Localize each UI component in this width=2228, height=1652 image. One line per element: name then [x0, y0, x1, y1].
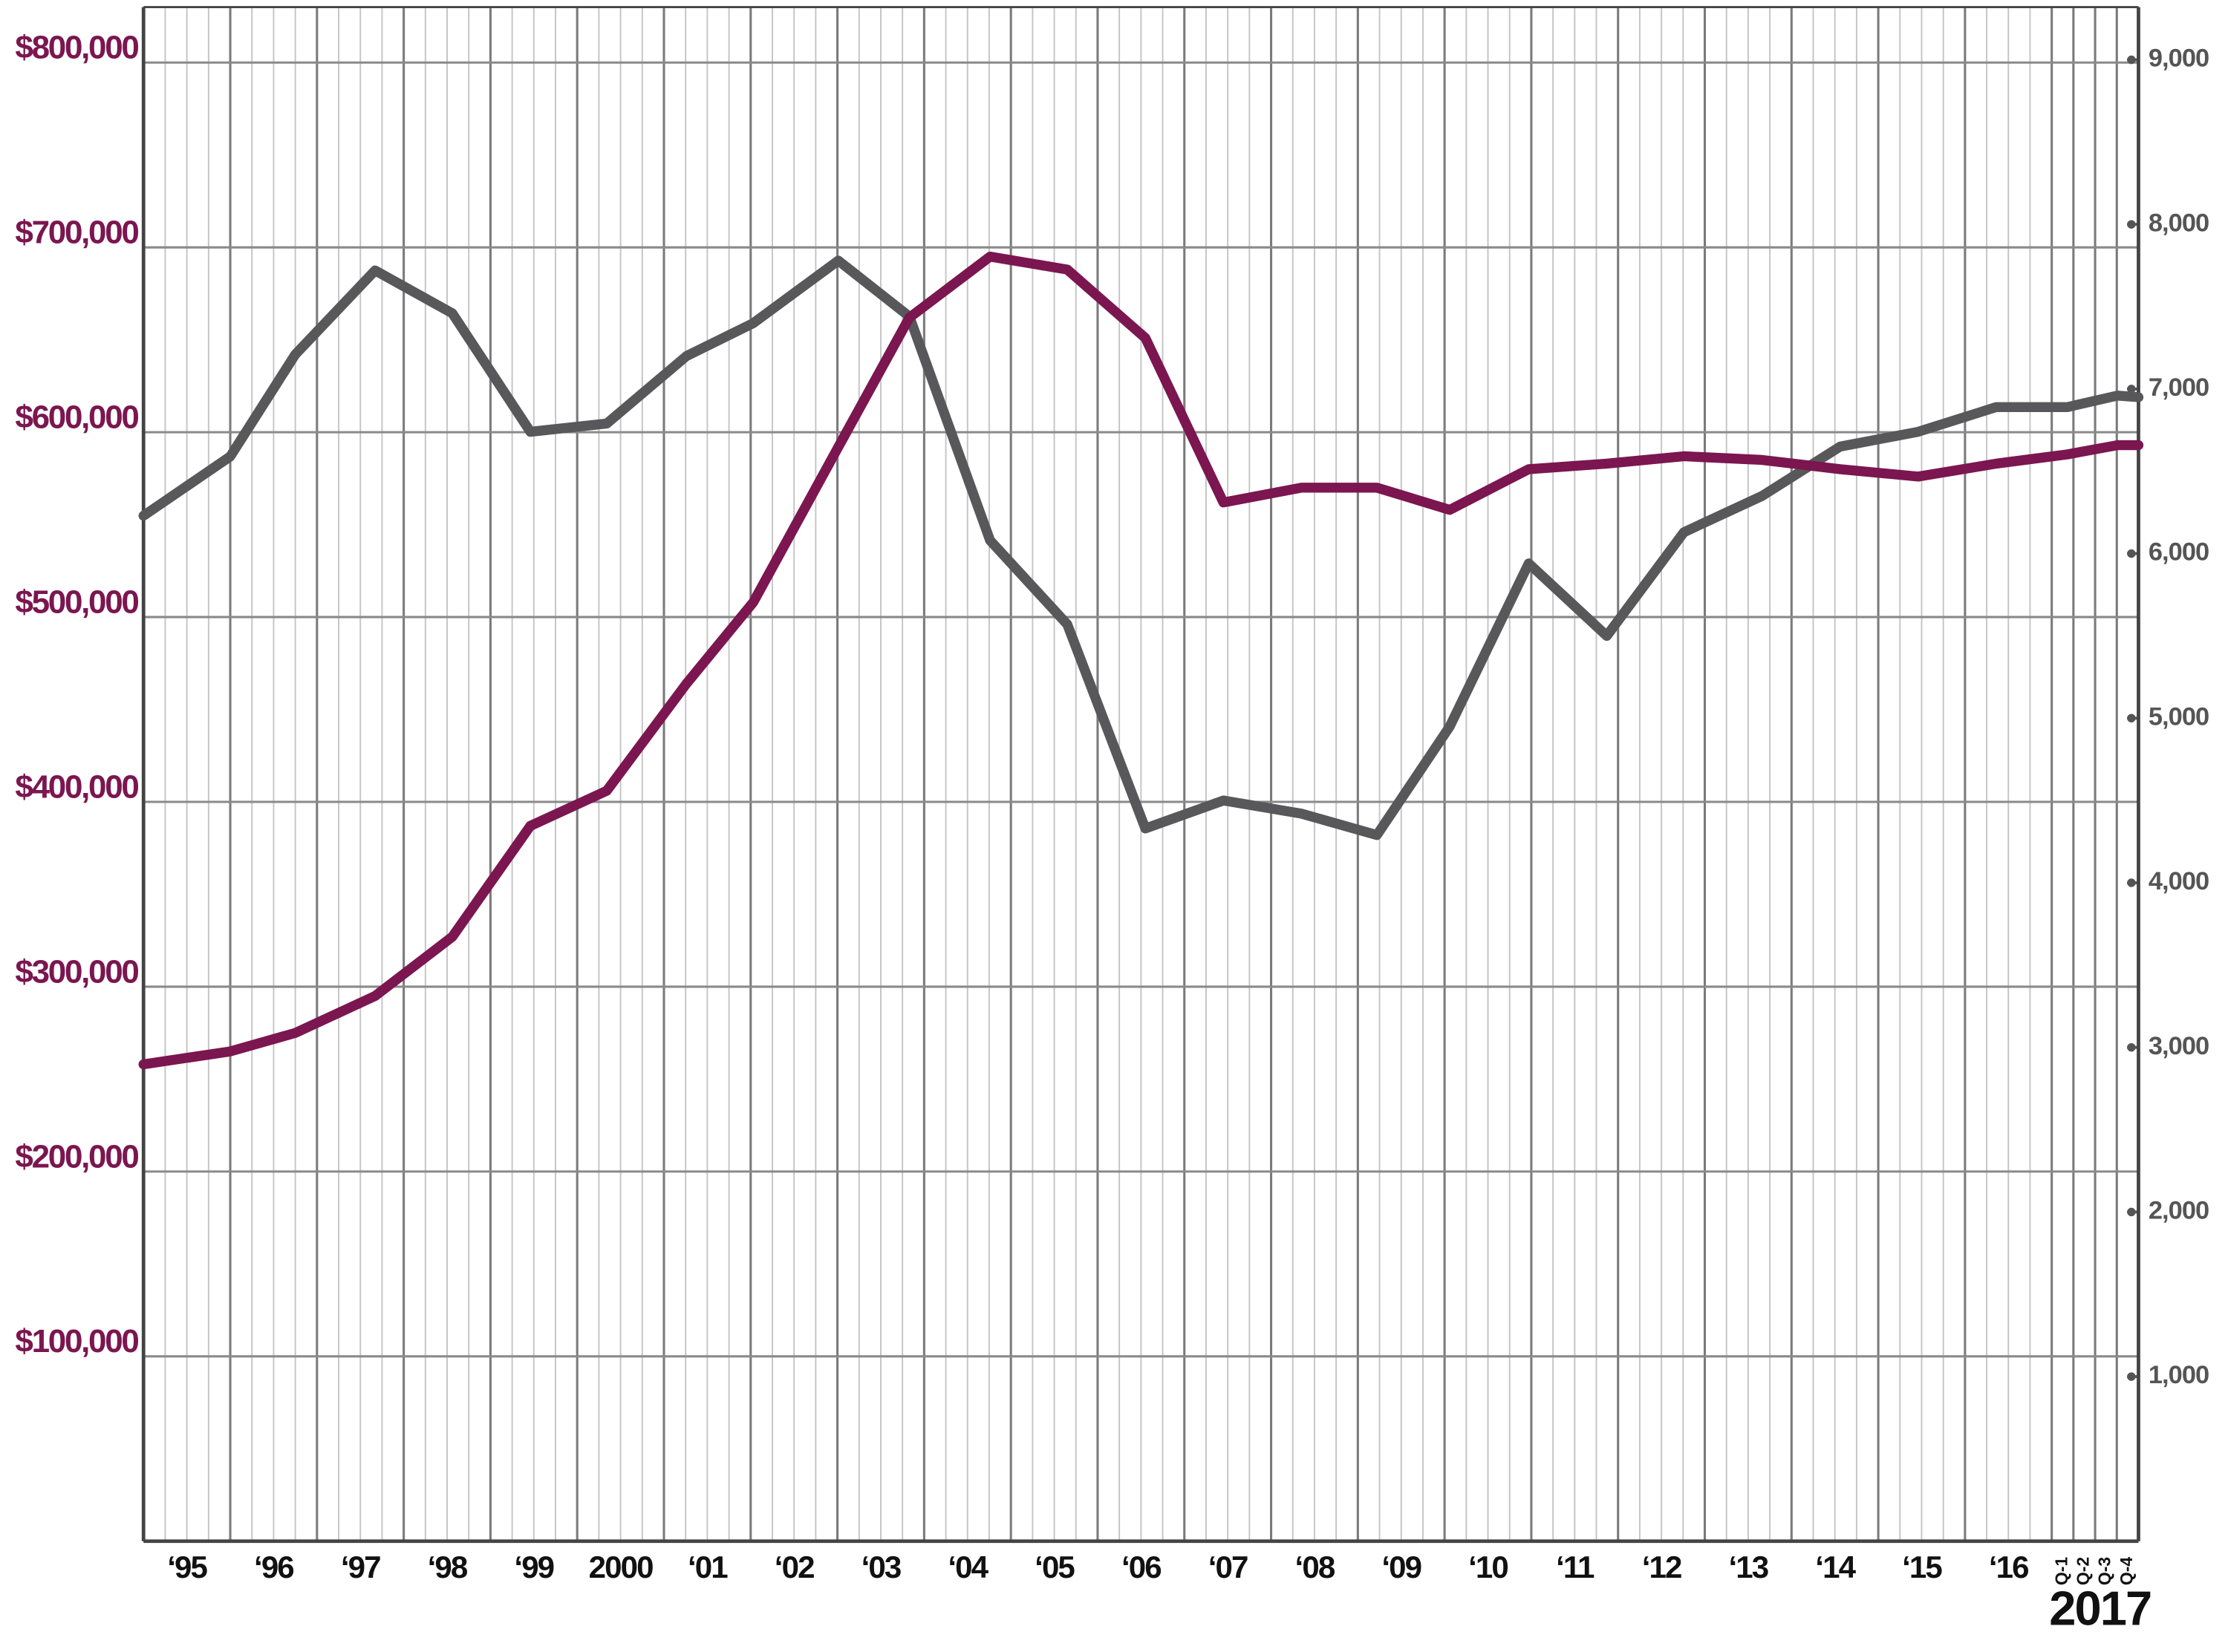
y2-tick-dot — [2127, 878, 2136, 887]
x-tick-label: ‘99 — [514, 1550, 553, 1584]
x-tick-label: ‘11 — [1556, 1550, 1595, 1584]
x-tick-label: ‘04 — [948, 1550, 988, 1584]
y-tick-label: $800,000 — [15, 30, 138, 66]
y-tick-label: $300,000 — [15, 953, 138, 990]
x-tick-label: 2000 — [589, 1550, 653, 1584]
quarter-label: Q-4 — [2117, 1557, 2136, 1585]
y-tick-label: $600,000 — [15, 399, 138, 436]
x-tick-label: ‘98 — [428, 1550, 468, 1584]
y-tick-label: $700,000 — [15, 215, 138, 251]
y2-tick-label: 6,000 — [2149, 538, 2209, 567]
y2-tick-dot — [2127, 1372, 2136, 1381]
y2-tick-label: 4,000 — [2149, 867, 2209, 895]
y2-tick-label: 7,000 — [2149, 373, 2209, 402]
y2-tick-label: 8,000 — [2149, 209, 2209, 237]
x-tick-label: ‘08 — [1295, 1550, 1335, 1584]
x-tick-label: ‘97 — [341, 1550, 380, 1584]
y-tick-label: $400,000 — [15, 768, 138, 805]
y-tick-label: $100,000 — [15, 1323, 138, 1359]
x-tick-label: ‘13 — [1729, 1550, 1768, 1584]
data-line — [138, 255, 2144, 840]
x-tick-label: ‘07 — [1208, 1550, 1248, 1584]
quarter-label: Q-1 — [2051, 1557, 2071, 1585]
y2-tick-dot — [2127, 1042, 2136, 1052]
y2-tick-label: 1,000 — [2149, 1361, 2209, 1389]
y2-tick-dot — [2127, 385, 2136, 394]
y2-tick-dot — [2127, 220, 2136, 229]
y2-tick-dot — [2127, 714, 2136, 723]
y2-tick-dot — [2127, 549, 2136, 558]
x-tick-label: ‘05 — [1035, 1550, 1075, 1584]
x-tick-label: ‘02 — [775, 1550, 814, 1584]
y2-tick-label: 9,000 — [2149, 45, 2209, 73]
x-tick-label: ‘14 — [1815, 1550, 1856, 1584]
x-tick-label: ‘12 — [1642, 1550, 1681, 1584]
x-tick-label: ‘01 — [688, 1550, 728, 1584]
x-tick-label: ‘10 — [1468, 1550, 1508, 1584]
x-tick-label: ‘16 — [1989, 1550, 2028, 1584]
y2-tick-dot — [2127, 55, 2136, 65]
x-tick-label: ‘95 — [167, 1550, 207, 1584]
y2-tick-dot — [2127, 1207, 2136, 1217]
quarter-label: Q-2 — [2074, 1557, 2093, 1585]
x-tick-label: ‘09 — [1381, 1550, 1421, 1584]
x-tick-label: ‘96 — [254, 1550, 293, 1584]
y2-tick-label: 3,000 — [2149, 1032, 2209, 1060]
quarter-label: Q-3 — [2095, 1557, 2114, 1585]
annotation: 2017 — [2049, 1581, 2151, 1636]
x-tick-label: ‘06 — [1121, 1550, 1161, 1584]
x-tick-label: ‘03 — [861, 1550, 901, 1584]
x-tick-label: ‘15 — [1902, 1550, 1942, 1584]
y2-tick-label: 2,000 — [2149, 1196, 2209, 1224]
y2-tick-label: 5,000 — [2149, 702, 2209, 731]
data-line — [138, 251, 2144, 1070]
y-tick-label: $500,000 — [15, 584, 138, 620]
y-tick-label: $200,000 — [15, 1138, 138, 1175]
